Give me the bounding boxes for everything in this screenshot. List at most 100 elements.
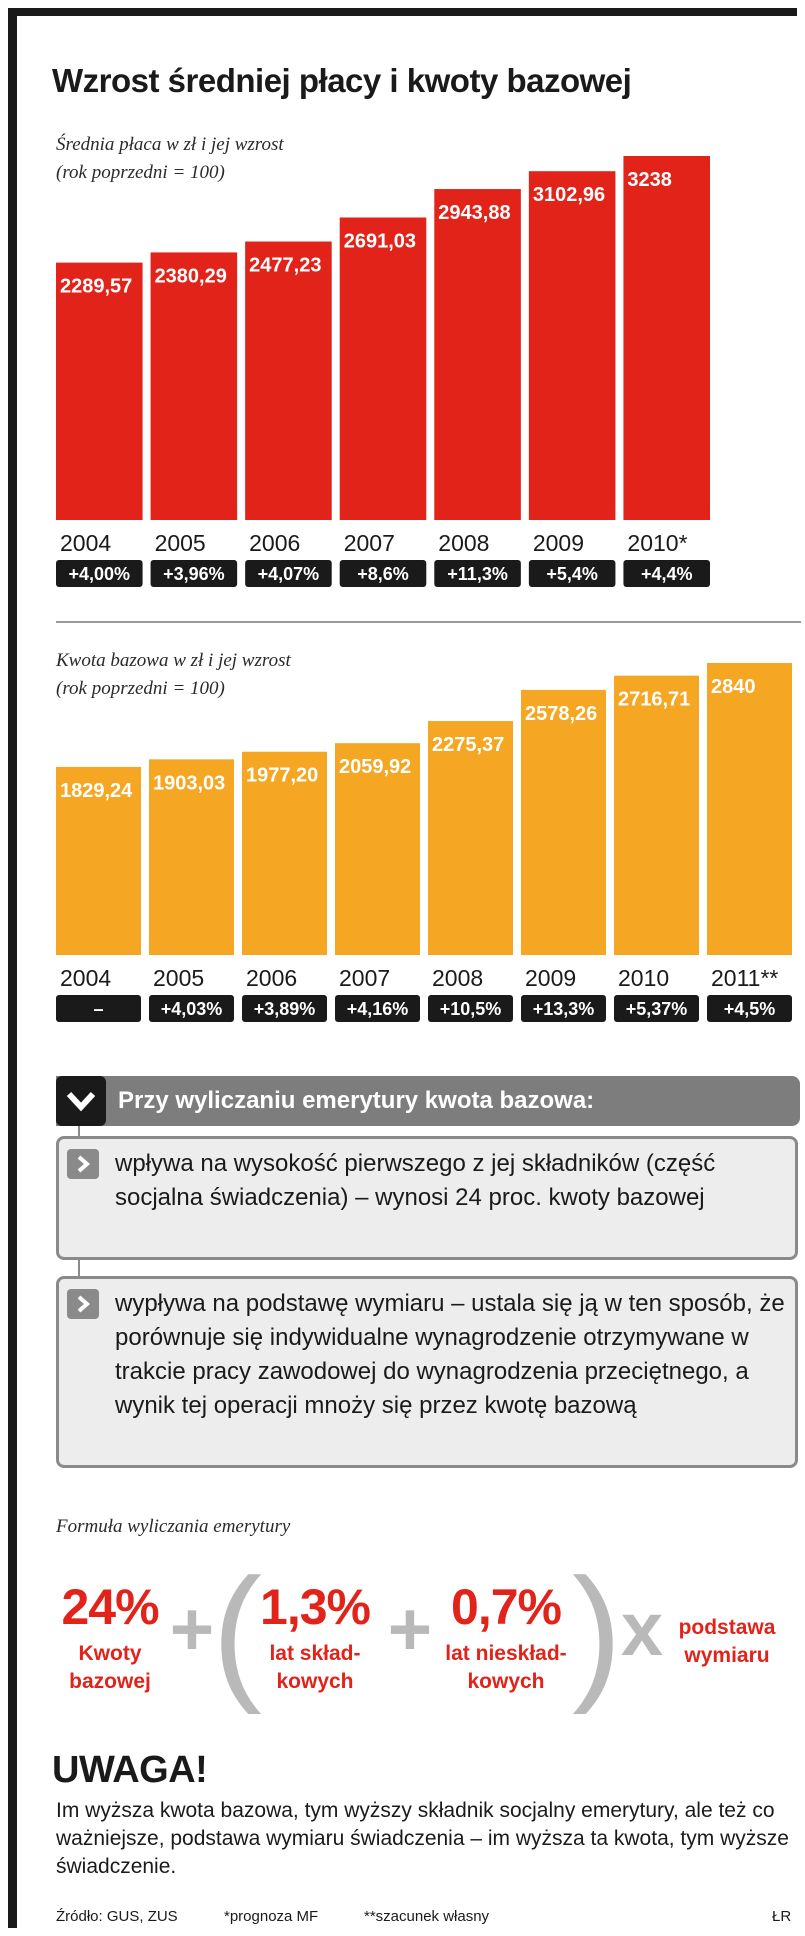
formula-term2-line1: lat skład- xyxy=(269,1642,361,1665)
bar-value-label: 3102,96 xyxy=(533,184,605,206)
change-badge xyxy=(707,995,792,1022)
bar-value-label: 2691,03 xyxy=(344,230,416,252)
change-label: +13,3% xyxy=(533,999,595,1019)
bar-value-label: 1829,24 xyxy=(60,780,133,802)
year-label: 2004 xyxy=(60,530,111,556)
year-label: 2007 xyxy=(344,530,395,556)
year-label: 2009 xyxy=(533,530,584,556)
chart1-subtitle-line1: Średnia płaca w zł i jej wzrost xyxy=(56,134,284,155)
change-badge xyxy=(245,560,332,587)
chart1-subtitle-line2: (rok poprzedni = 100) xyxy=(56,162,225,183)
change-badge xyxy=(521,995,606,1022)
formula-term1-line2: bazowej xyxy=(69,1670,151,1693)
change-label: +10,5% xyxy=(440,999,502,1019)
chevron-right-icon xyxy=(67,1149,99,1179)
year-label: 2008 xyxy=(432,965,483,991)
section-divider xyxy=(56,621,801,623)
change-badge xyxy=(528,560,616,587)
year-label: 2010 xyxy=(618,965,669,991)
year-label: 2005 xyxy=(155,530,206,556)
change-badge xyxy=(149,995,234,1022)
bar-value-label: 2943,88 xyxy=(438,202,510,224)
info-item-2: wypływa na podstawę wymiaru – ustala się… xyxy=(56,1276,798,1468)
info-item-1: wpływa na wysokość pierwszego z jej skła… xyxy=(56,1136,798,1260)
year-label: 2006 xyxy=(246,965,297,991)
average-wage-bar-chart: 2289,57 2004 +4,00% 2380,29 2005 +3,96% 2477,2… xyxy=(56,156,710,587)
page-title: Wzrost średniej płacy i kwoty bazowej xyxy=(52,62,632,99)
change-label: +5,4% xyxy=(546,564,598,584)
formula-paren-open: ( xyxy=(212,1547,262,1715)
change-label: +5,37% xyxy=(626,999,688,1019)
formula-term4-line2: wymiaru xyxy=(684,1644,770,1667)
change-badge xyxy=(434,560,521,587)
formula-term2-value: 1,3% xyxy=(260,1579,371,1635)
year-label: 2011** xyxy=(711,965,778,991)
change-badge xyxy=(428,995,513,1022)
change-label: +11,3% xyxy=(447,564,508,584)
bar-2007 xyxy=(339,217,427,520)
formula-term3-line1: lat nieskład- xyxy=(445,1642,567,1665)
chart2-subtitle-line1: Kwota bazowa w zł i jej wzrost xyxy=(56,650,291,671)
chart2-subtitle-line2: (rok poprzedni = 100) xyxy=(56,678,225,699)
change-badge xyxy=(339,560,427,587)
bar-value-label: 2275,37 xyxy=(432,734,504,756)
change-badge xyxy=(150,560,238,587)
year-label: 2009 xyxy=(525,965,576,991)
bar-2011** xyxy=(707,663,792,955)
formula-term2-line2: kowych xyxy=(276,1670,354,1693)
change-label: +3,96% xyxy=(163,564,225,584)
change-label: – xyxy=(93,999,103,1019)
bar-value-label: 2380,29 xyxy=(155,265,227,287)
bar-value-label: 2840 xyxy=(711,676,756,698)
formula-times: x xyxy=(620,1587,664,1672)
bar-value-label: 2477,23 xyxy=(249,255,321,277)
bar-value-label: 2578,26 xyxy=(525,703,597,725)
change-badge xyxy=(56,995,141,1022)
footer-author: ŁR xyxy=(772,1908,792,1925)
formula-paren-close: ) xyxy=(572,1547,622,1715)
year-label: 2006 xyxy=(249,530,300,556)
change-badge xyxy=(335,995,420,1022)
change-label: +4,07% xyxy=(258,564,320,584)
bar-2008 xyxy=(434,189,521,520)
year-label: 2007 xyxy=(339,965,390,991)
info-item-2-text: wypływa na podstawę wymiaru – ustala się… xyxy=(115,1290,785,1419)
frame-left-border xyxy=(8,8,17,1928)
uwaga-heading: UWAGA! xyxy=(52,1749,208,1791)
formula-term3-value: 0,7% xyxy=(451,1579,562,1635)
bar-value-label: 1903,03 xyxy=(153,772,225,794)
change-label: +8,6% xyxy=(357,564,409,584)
bar-value-label: 1977,20 xyxy=(246,765,318,787)
change-badge xyxy=(56,560,143,587)
change-label: +4,4% xyxy=(641,564,693,584)
formula-plus-1: + xyxy=(169,1587,215,1672)
change-badge xyxy=(623,560,710,587)
bar-2010 xyxy=(614,675,699,955)
bar-2005 xyxy=(150,252,238,520)
info-box-header-text: Przy wyliczaniu emerytury kwota bazowa: xyxy=(118,1087,595,1114)
change-label: +3,89% xyxy=(254,999,316,1019)
bar-2009 xyxy=(528,171,616,520)
year-label: 2008 xyxy=(438,530,489,556)
chevron-down-icon xyxy=(56,1076,106,1126)
formula-label: Formuła wyliczania emerytury xyxy=(56,1516,291,1537)
uwaga-text: Im wyższa kwota bazowa, tym wyższy skład… xyxy=(56,1799,789,1878)
bar-2004 xyxy=(56,766,141,955)
formula-term4-line1: podstawa xyxy=(678,1616,776,1639)
formula-term1-value: 24% xyxy=(61,1579,159,1635)
year-label: 2010* xyxy=(627,530,687,556)
chevron-right-icon xyxy=(67,1289,99,1319)
bar-2004 xyxy=(56,262,143,520)
formula-plus-2: + xyxy=(387,1587,433,1672)
bar-2009 xyxy=(521,689,606,955)
bar-value-label: 2059,92 xyxy=(339,756,411,778)
footer-note-forecast: *prognoza MF xyxy=(224,1908,319,1925)
info-item-1-text: wpływa na wysokość pierwszego z jej skła… xyxy=(115,1150,716,1211)
frame-top-border xyxy=(8,8,797,16)
formula-term1-line1: Kwoty xyxy=(78,1642,142,1665)
change-badge xyxy=(242,995,327,1022)
bar-value-label: 3238 xyxy=(627,169,672,191)
change-label: +4,00% xyxy=(69,564,131,584)
bar-value-label: 2716,71 xyxy=(618,689,690,711)
change-badge xyxy=(614,995,699,1022)
